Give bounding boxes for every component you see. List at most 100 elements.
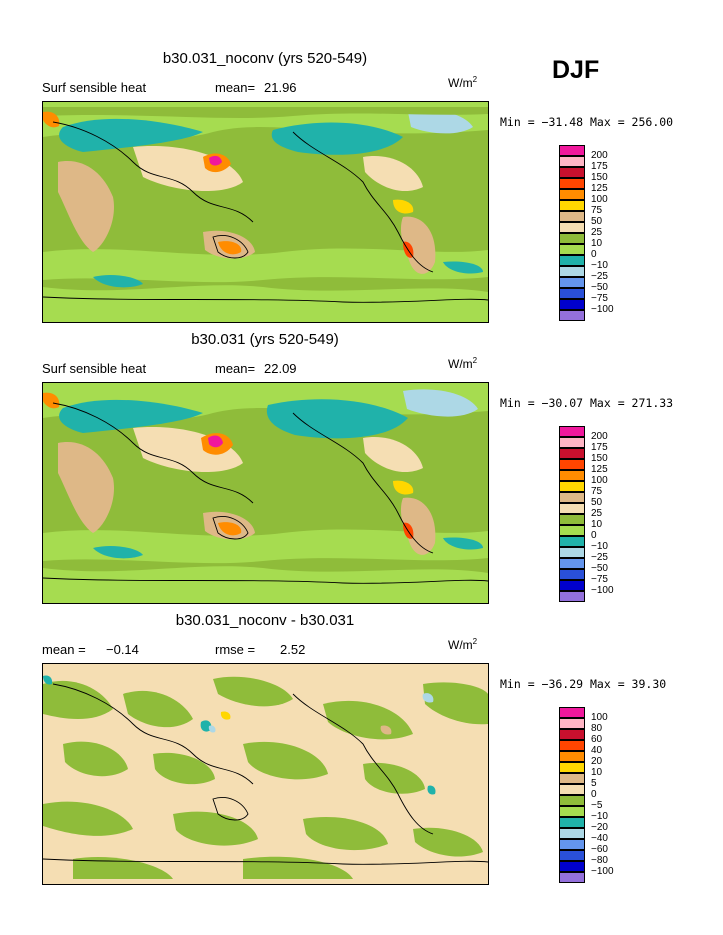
panel-1-legend-swatch [559, 211, 585, 222]
panel-1-legend: 200 175 150 125 100 75 50 25 10 0 −10 −2… [559, 145, 679, 325]
panel-2-legend-swatch [559, 448, 585, 459]
panel-3-legend-label: −20 [591, 822, 608, 833]
panel-1-legend-label: 200 [591, 150, 608, 161]
panel-1-legend-label: 50 [591, 216, 603, 227]
panel-3-rmse-value: 2.52 [280, 642, 306, 657]
panel-1-units: W/m2 [448, 75, 478, 90]
panel-1-legend-swatch [559, 145, 585, 156]
panel-2-minmax: Min = −30.07 Max = 271.33 [500, 396, 674, 410]
panel-2-legend-swatch [559, 492, 585, 503]
panel-3-legend-swatch [559, 773, 585, 784]
panel-2-legend-label: −50 [591, 563, 608, 574]
panel-2-legend-swatch [559, 437, 585, 448]
panel-3-legend-label: 60 [591, 734, 603, 745]
panel-2-legend-label: 100 [591, 475, 608, 486]
panel-2-legend-swatch [559, 525, 585, 536]
panel-2-legend-label: 0 [591, 530, 597, 541]
panel-2-legend-swatch [559, 591, 585, 602]
panel-3-legend-swatch [559, 828, 585, 839]
panel-3-legend-label: −100 [591, 866, 614, 877]
panel-1-legend-label: 25 [591, 227, 603, 238]
panel-1-legend-swatch [559, 288, 585, 299]
panel-3-legend-swatch [559, 718, 585, 729]
panel-1-field: Surf sensible heat [42, 80, 147, 95]
panel-3-legend-label: 0 [591, 789, 597, 800]
panel-1-legend-label: 100 [591, 194, 608, 205]
panel-2-mean-label: mean= [215, 361, 256, 376]
panel-3-legend-label: 100 [591, 712, 608, 723]
panel-3-mean-value: −0.14 [106, 642, 139, 657]
panel-2-legend-label: 75 [591, 486, 603, 497]
panel-1-legend-swatch [559, 156, 585, 167]
panel-2-mean-value: 22.09 [264, 361, 297, 376]
panel-1-legend-swatch [559, 299, 585, 310]
panel-3-legend-swatch [559, 762, 585, 773]
panel-2-legend-label: 200 [591, 431, 608, 442]
panel-3-minmax: Min = −36.29 Max = 39.30 [500, 677, 667, 691]
panel-2-legend-label: 50 [591, 497, 603, 508]
panel-2-legend-swatch [559, 580, 585, 591]
panel-3-legend-label: 20 [591, 756, 603, 767]
panel-3-legend-swatch [559, 795, 585, 806]
panel-2-legend-swatch [559, 459, 585, 470]
panel-3-legend-label: 10 [591, 767, 603, 778]
panel-1-minmax: Min = −31.48 Max = 256.00 [500, 115, 674, 129]
panel-3-legend-swatch [559, 707, 585, 718]
panel-3-legend: 100 80 60 40 20 10 5 0 −5 −10 −20 −40 −6… [559, 707, 679, 887]
panel-3-legend-label: 80 [591, 723, 603, 734]
panel-2-legend-swatch [559, 536, 585, 547]
panel-3-legend-label: −40 [591, 833, 608, 844]
panel-3-legend-swatch [559, 729, 585, 740]
panel-1-legend-label: 10 [591, 238, 603, 249]
panel-1-mean-value: 21.96 [264, 80, 297, 95]
panel-1-legend-swatch [559, 222, 585, 233]
panel-3-legend-label: −5 [591, 800, 603, 811]
panel-1-legend-swatch [559, 189, 585, 200]
panel-2-title: b30.031 (yrs 520-549) [191, 331, 339, 348]
panel-2-legend-swatch [559, 558, 585, 569]
panel-1-map [42, 101, 489, 323]
panel-1-legend-label: 0 [591, 249, 597, 260]
panel-1-legend-swatch [559, 277, 585, 288]
panel-1-legend-swatch [559, 167, 585, 178]
panel-1-legend-swatch [559, 266, 585, 277]
panel-1-legend-label: −25 [591, 271, 608, 282]
season-label: DJF [552, 56, 600, 84]
panel-3-legend-label: −10 [591, 811, 608, 822]
panel-2-legend-label: 25 [591, 508, 603, 519]
panel-2-legend-label: −25 [591, 552, 608, 563]
panel-2-legend-label: 175 [591, 442, 608, 453]
panel-1-title: b30.031_noconv (yrs 520-549) [162, 50, 368, 67]
panel-1-legend-label: 175 [591, 161, 608, 172]
panel-1-legend-label: 125 [591, 183, 608, 194]
panel-2-legend-swatch [559, 470, 585, 481]
panel-1-legend-label: −10 [591, 260, 608, 271]
panel-3-units: W/m2 [448, 637, 478, 652]
panel-3-mean-label: mean = [42, 642, 86, 657]
panel-2-legend-swatch [559, 503, 585, 514]
panel-2-legend-label: 150 [591, 453, 608, 464]
panel-3-rmse-label: rmse = [215, 642, 256, 657]
panel-1-legend-swatch [559, 233, 585, 244]
panel-3-legend-swatch [559, 806, 585, 817]
panel-2-legend-swatch [559, 547, 585, 558]
panel-2-field: Surf sensible heat [42, 361, 147, 376]
panel-2-legend-label: −10 [591, 541, 608, 552]
panel-3-legend-swatch [559, 872, 585, 883]
panel-2-legend-label: 10 [591, 519, 603, 530]
panel-3-legend-label: −80 [591, 855, 608, 866]
panel-3-legend-label: 5 [591, 778, 597, 789]
panel-1-legend-swatch [559, 255, 585, 266]
panel-3-legend-swatch [559, 850, 585, 861]
panel-2-legend-label: −75 [591, 574, 608, 585]
panel-2-map [42, 382, 489, 604]
panel-2-legend-label: −100 [591, 585, 614, 596]
panel-3-legend-swatch [559, 817, 585, 828]
panel-1-legend-swatch [559, 200, 585, 211]
panel-3-legend-swatch [559, 839, 585, 850]
panel-3-legend-swatch [559, 740, 585, 751]
panel-1-legend-label: −100 [591, 304, 614, 315]
panel-2-legend-swatch [559, 481, 585, 492]
panel-1-mean-label: mean= [215, 80, 256, 95]
panel-2-legend-swatch [559, 426, 585, 437]
